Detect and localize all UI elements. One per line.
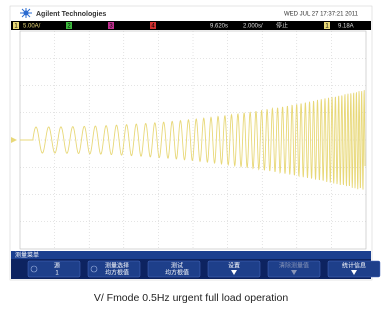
menu-button-label: 源	[54, 262, 60, 270]
menu-button-label: 测量选择	[105, 262, 129, 270]
menu-title-bar	[11, 251, 371, 259]
page: Agilent Technologies WED JUL 27 17:37:21…	[0, 0, 382, 318]
caption: V/ Fmode 0.5Hz urgent full load operatio…	[94, 292, 289, 304]
oscilloscope-screen: Agilent Technologies WED JUL 27 17:37:21…	[0, 0, 382, 318]
logo-icon	[20, 8, 32, 18]
menu-button-label: 设置	[228, 262, 240, 270]
menu-button-label: 清除测量值	[279, 262, 309, 270]
status-bar	[11, 21, 371, 30]
time-ref: 9.620s	[210, 24, 228, 30]
trigger-level: 9.18A	[338, 24, 354, 30]
ch1-scale: 5.00A/	[23, 24, 41, 30]
time-scale: 2.000s/	[243, 24, 263, 30]
menu-button-label: 统计信息	[342, 262, 366, 270]
run-state: 停止	[276, 22, 288, 30]
menu-button-label: 测试	[171, 262, 183, 270]
menu-button-sub: 均方根值	[165, 269, 189, 277]
brand: Agilent Technologies	[36, 11, 106, 18]
menu-title: 测量菜单	[15, 251, 39, 259]
datetime: WED JUL 27 17:37:21 2011	[284, 12, 359, 18]
menu-button-sub: 均方根值	[105, 269, 129, 277]
